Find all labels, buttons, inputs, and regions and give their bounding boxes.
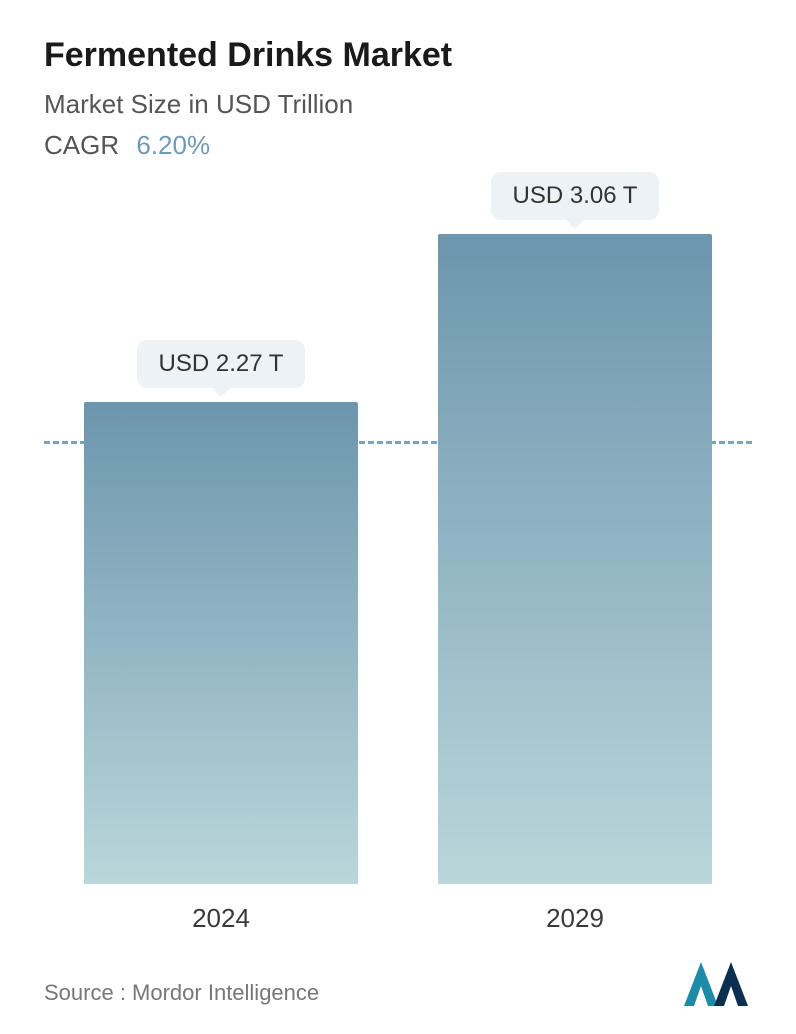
cagr-value: 6.20% bbox=[136, 130, 210, 160]
bar bbox=[438, 234, 712, 884]
bar-group-2029: USD 3.06 T2029 bbox=[419, 172, 731, 884]
source-text: Source : Mordor Intelligence bbox=[44, 980, 319, 1006]
x-axis-label: 2024 bbox=[192, 903, 250, 934]
value-label: USD 3.06 T bbox=[491, 172, 660, 220]
chart-title: Fermented Drinks Market bbox=[44, 36, 752, 75]
market-card: Fermented Drinks Market Market Size in U… bbox=[0, 0, 796, 1034]
chart-subtitle: Market Size in USD Trillion bbox=[44, 89, 752, 120]
cagr-label: CAGR bbox=[44, 130, 119, 160]
bar-group-2024: USD 2.27 T2024 bbox=[65, 340, 377, 884]
chart-area: USD 2.27 T2024USD 3.06 T2029 bbox=[44, 189, 752, 954]
cagr-row: CAGR 6.20% bbox=[44, 130, 752, 161]
brand-logo-icon bbox=[684, 962, 752, 1006]
value-label: USD 2.27 T bbox=[137, 340, 306, 388]
bar bbox=[84, 402, 358, 884]
card-footer: Source : Mordor Intelligence bbox=[44, 954, 752, 1006]
x-axis-label: 2029 bbox=[546, 903, 604, 934]
bars-container: USD 2.27 T2024USD 3.06 T2029 bbox=[44, 234, 752, 884]
